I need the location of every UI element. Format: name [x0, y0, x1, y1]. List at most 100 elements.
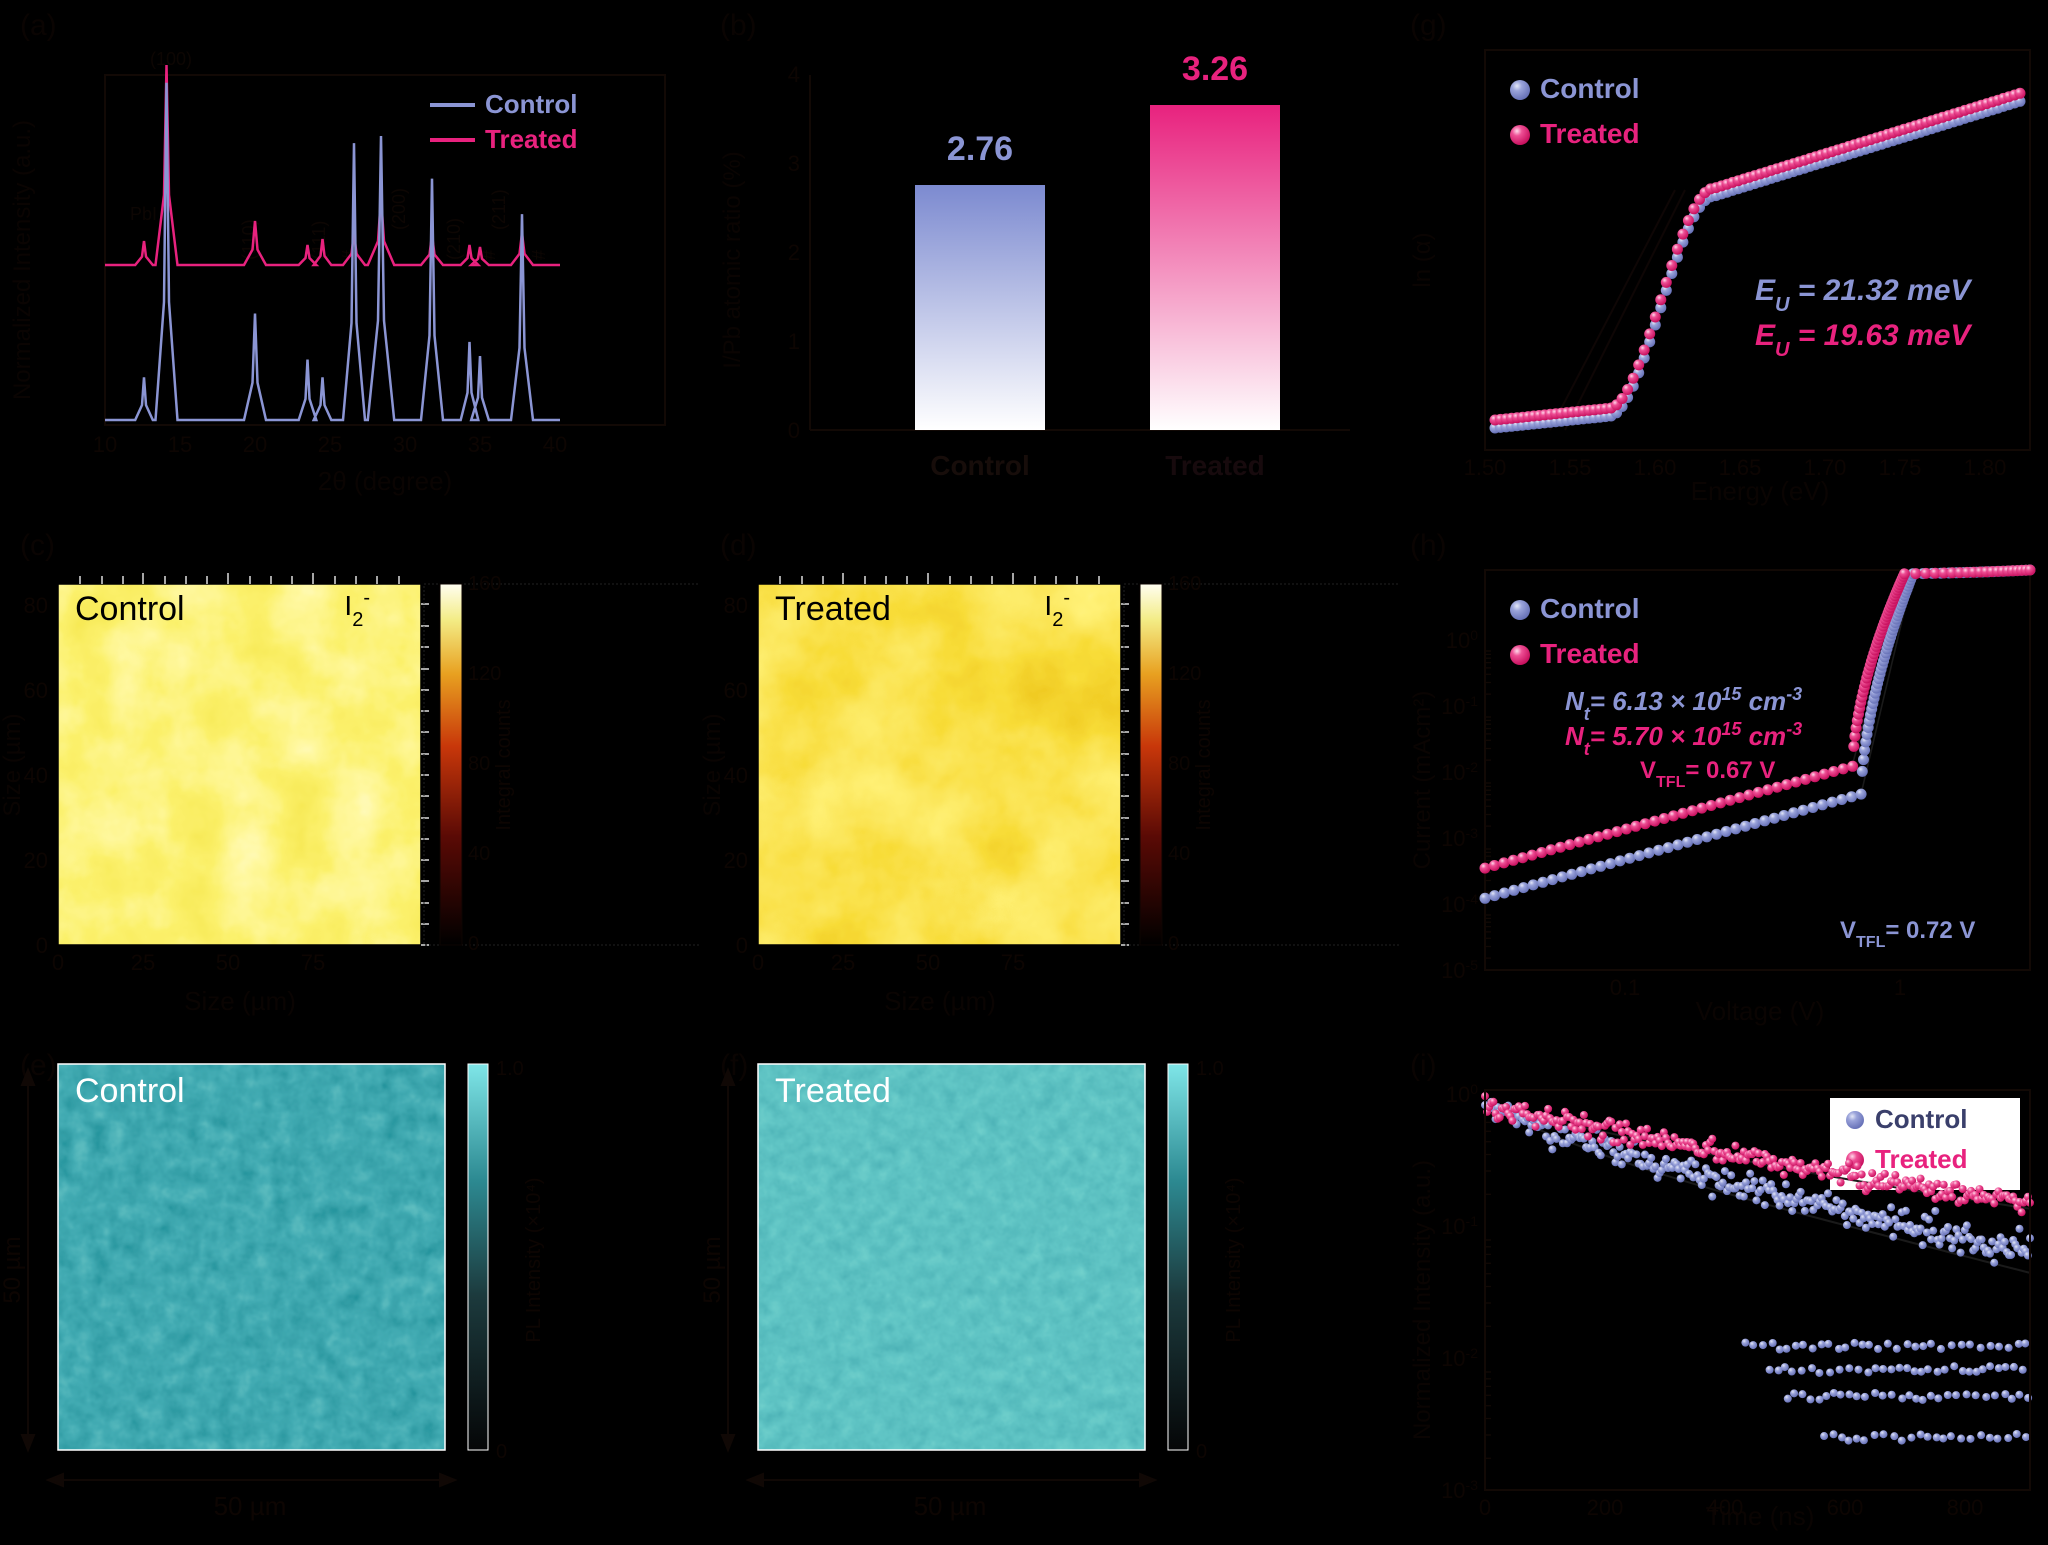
- svg-text:0: 0: [788, 418, 800, 443]
- svg-text:0.1: 0.1: [1610, 975, 1641, 1000]
- svg-text:1.55: 1.55: [1549, 455, 1592, 480]
- svg-text:80: 80: [724, 593, 748, 618]
- svg-text:10-2: 10-2: [1441, 759, 1478, 785]
- svg-text:(210): (210): [444, 218, 464, 260]
- svg-text:VTFL= 0.72 V: VTFL= 0.72 V: [1840, 917, 1975, 951]
- svg-text:Treated: Treated: [1875, 1144, 1968, 1174]
- svg-text:100: 100: [1446, 1081, 1478, 1107]
- svg-text:50 µm: 50 µm: [700, 1236, 726, 1303]
- svg-text:4: 4: [788, 62, 800, 87]
- svg-text:75: 75: [1001, 950, 1025, 975]
- svg-text:120: 120: [468, 663, 501, 685]
- svg-text:(d): (d): [720, 529, 757, 562]
- svg-text:Control: Control: [1540, 73, 1640, 104]
- svg-text:40: 40: [1168, 843, 1190, 865]
- svg-text:Treated: Treated: [775, 1072, 891, 1110]
- svg-text:(g): (g): [1410, 9, 1447, 42]
- svg-text:(111): (111): [309, 221, 329, 260]
- svg-text:10-4: 10-4: [1441, 891, 1478, 917]
- svg-text:10-3: 10-3: [1441, 1477, 1478, 1503]
- svg-text:1.60: 1.60: [1634, 455, 1677, 480]
- svg-text:I/Pb atomic ratio (%): I/Pb atomic ratio (%): [719, 151, 746, 368]
- svg-text:25: 25: [131, 950, 155, 975]
- svg-text:Voltage (V): Voltage (V): [1696, 996, 1825, 1026]
- svg-text:EU = 21.32 meV: EU = 21.32 meV: [1755, 274, 1973, 316]
- svg-text:Treated: Treated: [1540, 118, 1640, 149]
- svg-text:10-1: 10-1: [1441, 1213, 1478, 1239]
- svg-text:80: 80: [24, 593, 48, 618]
- svg-text:1.65: 1.65: [1719, 455, 1762, 480]
- svg-text:2: 2: [788, 240, 800, 265]
- svg-text:1: 1: [788, 329, 800, 354]
- svg-text:100: 100: [1446, 627, 1478, 653]
- svg-text:1: 1: [1894, 975, 1906, 1000]
- svg-text:Integral counts: Integral counts: [1193, 699, 1215, 830]
- svg-text:(200): (200): [389, 188, 409, 230]
- svg-text:(b): (b): [720, 9, 757, 42]
- svg-text:0: 0: [1196, 1441, 1207, 1463]
- svg-text:75: 75: [301, 950, 325, 975]
- svg-text:10: 10: [93, 432, 117, 457]
- svg-text:200: 200: [1587, 1495, 1624, 1520]
- svg-text:0: 0: [468, 933, 479, 955]
- svg-text:#: #: [529, 250, 549, 260]
- svg-text:80: 80: [1168, 753, 1190, 775]
- svg-text:40: 40: [468, 843, 490, 865]
- svg-text:40: 40: [724, 763, 748, 788]
- svg-text:10-2: 10-2: [1441, 1345, 1478, 1371]
- svg-text:20: 20: [24, 848, 48, 873]
- svg-text:60: 60: [724, 678, 748, 703]
- svg-text:20: 20: [243, 432, 267, 457]
- svg-text:0: 0: [736, 933, 748, 958]
- svg-text:20: 20: [724, 848, 748, 873]
- svg-text:0: 0: [52, 950, 64, 975]
- svg-text:50: 50: [916, 950, 940, 975]
- svg-text:50 µm: 50 µm: [0, 1236, 26, 1303]
- svg-text:VTFL= 0.67 V: VTFL= 0.67 V: [1640, 757, 1775, 791]
- svg-text:1.75: 1.75: [1879, 455, 1922, 480]
- svg-text:Control: Control: [75, 590, 185, 628]
- svg-text:PbI: PbI: [130, 204, 157, 224]
- svg-text:25: 25: [318, 432, 342, 457]
- svg-text:Size (µm): Size (µm): [184, 986, 296, 1016]
- svg-text:(i): (i): [1410, 1049, 1437, 1082]
- svg-text:30: 30: [393, 432, 417, 457]
- svg-text:0: 0: [496, 1441, 507, 1463]
- svg-text:Size (µm): Size (µm): [700, 713, 726, 816]
- svg-text:(c): (c): [20, 529, 55, 562]
- svg-text:Normalized Intensity (a.u.): Normalized Intensity (a.u.): [9, 120, 36, 400]
- svg-text:120: 120: [1168, 663, 1201, 685]
- svg-text:400: 400: [1707, 1495, 1744, 1520]
- svg-text:Control: Control: [485, 89, 577, 119]
- svg-text:10-3: 10-3: [1441, 825, 1478, 851]
- svg-text:Size (µm): Size (µm): [0, 713, 26, 816]
- svg-text:Treated: Treated: [1165, 450, 1265, 481]
- svg-text:10-5: 10-5: [1441, 957, 1478, 983]
- svg-text:Size (µm): Size (µm): [884, 986, 996, 1016]
- svg-text:(a): (a): [20, 9, 57, 42]
- svg-text:2.76: 2.76: [947, 130, 1013, 168]
- svg-text:2θ (degree): 2θ (degree): [318, 466, 452, 496]
- svg-text:800: 800: [1947, 1495, 1984, 1520]
- svg-text:Control: Control: [930, 450, 1030, 481]
- svg-text:Nt= 6.13 × 1015 cm-3: Nt= 6.13 × 1015 cm-3: [1565, 684, 1802, 724]
- svg-text:Control: Control: [75, 1072, 185, 1110]
- svg-text:1.0: 1.0: [496, 1058, 524, 1080]
- svg-text:1.50: 1.50: [1464, 455, 1507, 480]
- svg-text:Treated: Treated: [1540, 638, 1640, 669]
- svg-text:Treated: Treated: [775, 590, 891, 628]
- svg-text:0: 0: [1168, 933, 1179, 955]
- svg-text:Energy (eV): Energy (eV): [1691, 476, 1830, 506]
- svg-text:EU = 19.63 meV: EU = 19.63 meV: [1755, 319, 1973, 361]
- svg-text:15: 15: [168, 432, 192, 457]
- svg-text:35: 35: [468, 432, 492, 457]
- svg-text:600: 600: [1827, 1495, 1864, 1520]
- svg-text:0: 0: [1479, 1495, 1491, 1520]
- svg-text:Current (mAcm²): Current (mAcm²): [1409, 691, 1436, 870]
- svg-text:0: 0: [752, 950, 764, 975]
- svg-text:3.26: 3.26: [1182, 50, 1248, 88]
- svg-text:50 µm: 50 µm: [214, 1491, 287, 1521]
- svg-text:PL Intensity (×10⁴): PL Intensity (×10⁴): [1223, 1177, 1245, 1342]
- svg-text:1.80: 1.80: [1964, 455, 2007, 480]
- svg-text:40: 40: [24, 763, 48, 788]
